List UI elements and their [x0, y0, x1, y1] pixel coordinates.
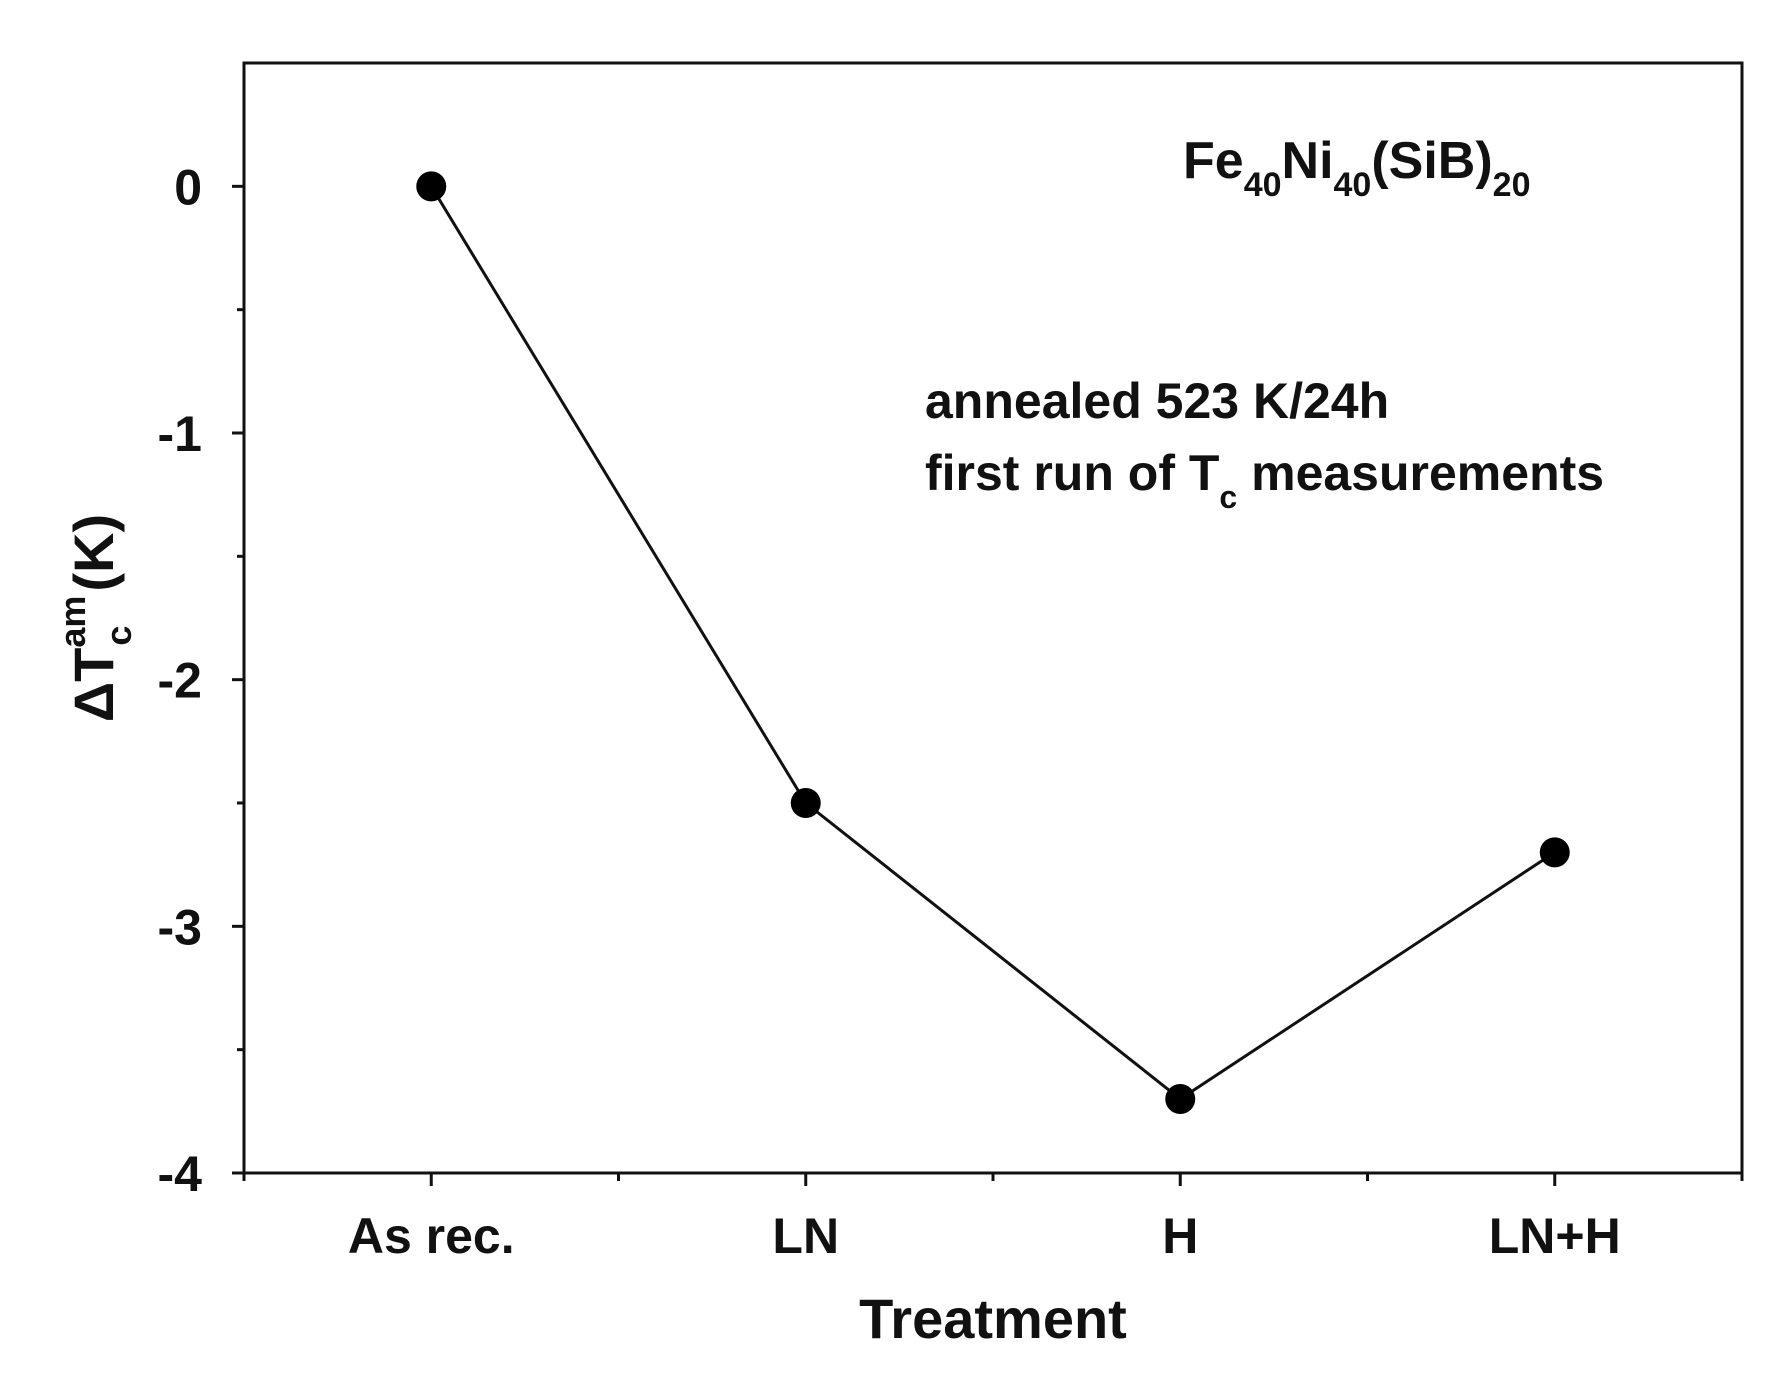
alloy-formula: Fe40Ni40(SiB)20 [1183, 132, 1531, 204]
data-point [1165, 1084, 1196, 1114]
x-tick-label: LN [772, 1208, 839, 1264]
x-ticks: As rec. LN H LN+H [242, 1173, 1744, 1264]
y-axis-title-prefix: ΔT [62, 648, 125, 722]
formula-sub1: 40 [1244, 166, 1282, 204]
x-tick-label: LN+H [1489, 1208, 1621, 1264]
series-line [429, 185, 1556, 1101]
y-tick-label: -4 [158, 1146, 203, 1202]
annotation-line-2-suffix: measurements [1237, 445, 1604, 501]
formula-sub2: 40 [1334, 166, 1372, 204]
data-point [1539, 837, 1570, 868]
y-axis-title-superscript: am [52, 596, 93, 648]
y-tick-label: -2 [158, 653, 202, 709]
formula-el1: Fe [1183, 132, 1244, 190]
y-ticks: 0 -1 -2 -3 -4 [158, 159, 244, 1202]
y-tick-label: -3 [158, 899, 202, 955]
annotation-line-2-prefix: first run of T [925, 445, 1219, 501]
data-point [790, 788, 821, 818]
annotation-line-1: annealed 523 K/24h [925, 373, 1389, 429]
y-axis-title-suffix: (K) [62, 514, 125, 592]
x-tick-label: H [1162, 1208, 1198, 1264]
y-axis-title: ΔTam c (K) [52, 514, 139, 722]
data-point [416, 171, 447, 202]
y-tick-label: -1 [158, 406, 202, 462]
annotation-line-2-subscript: c [1219, 479, 1237, 515]
data-series [416, 171, 1570, 1114]
x-axis-title: Treatment [859, 1287, 1127, 1350]
x-tick-label: As rec. [348, 1208, 515, 1264]
formula-sub3: 20 [1493, 166, 1531, 204]
annotation-line-2: first run of Tc measurements [925, 445, 1604, 515]
y-axis-title-subscript: c [98, 626, 139, 646]
y-tick-label: 0 [174, 159, 202, 215]
formula-el2: Ni [1282, 132, 1334, 190]
formula-el3: (SiB) [1371, 132, 1492, 190]
y-minor-ticks [237, 308, 244, 1052]
